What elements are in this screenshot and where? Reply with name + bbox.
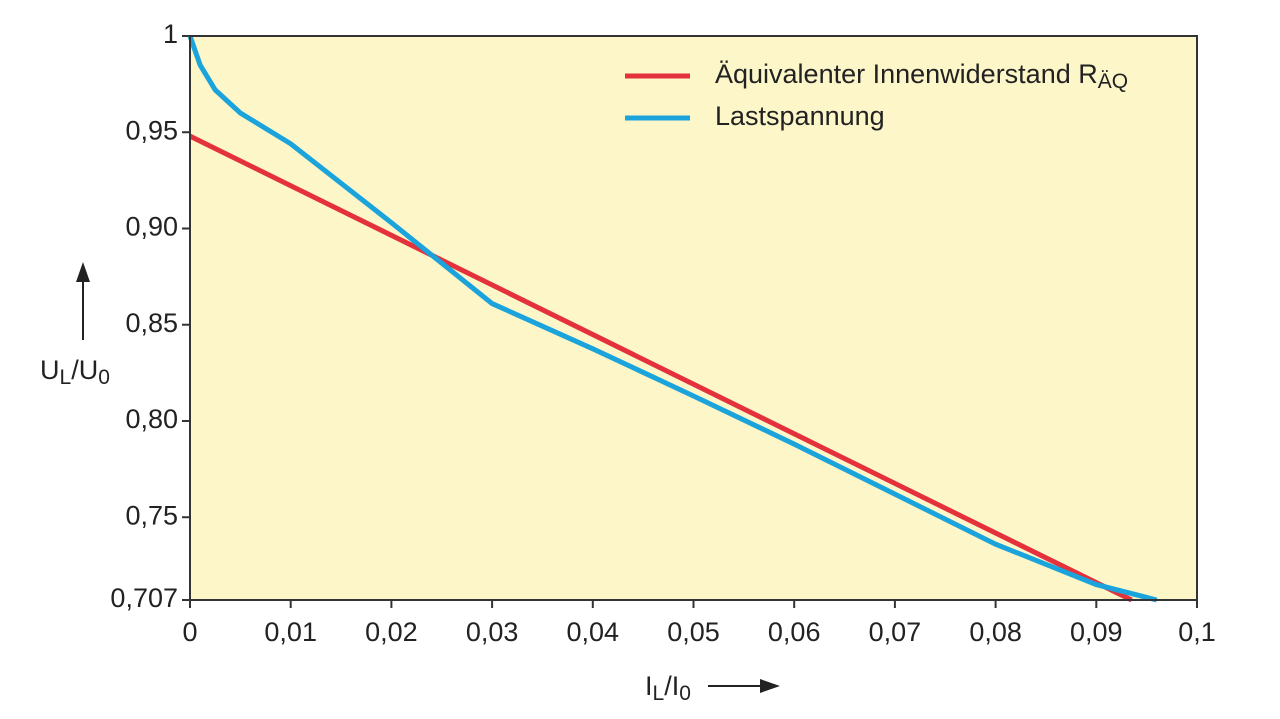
x-tick-label: 0,04 [567, 617, 620, 647]
x-tick-label: 0,07 [869, 617, 922, 647]
y-axis-label: UL/U0 [40, 355, 110, 389]
legend-label: Lastspannung [715, 101, 885, 131]
x-tick-label: 0,08 [969, 617, 1022, 647]
x-tick-label: 0,03 [466, 617, 519, 647]
y-tick-label: 0,95 [125, 115, 178, 145]
x-axis-label-part: /I [664, 671, 679, 701]
x-tick-label: 0,06 [768, 617, 821, 647]
x-axis-label: IL/I0 [645, 671, 691, 705]
y-tick-label: 0,90 [125, 212, 178, 242]
line [187, 35, 1158, 603]
y-tick-label: 0,707 [110, 583, 178, 613]
x-axis-label-part: I [645, 671, 653, 701]
x-tick-label: 0,02 [365, 617, 418, 647]
x-tick-label: 0,05 [667, 617, 720, 647]
y-tick-label: 0,75 [125, 500, 178, 530]
plot-area [190, 36, 1197, 600]
y-axis-label-sub: L [60, 366, 72, 389]
y-arrow-head [76, 262, 90, 282]
x-axis-label-sub: 0 [679, 682, 691, 705]
x-tick-label: 0,1 [1178, 617, 1216, 647]
y-axis-label-part: U [40, 355, 60, 385]
x-tick-label: 0,01 [264, 617, 317, 647]
x-tick-label: 0 [182, 617, 197, 647]
plot-frame [189, 35, 1198, 601]
y-tick-label: 0,80 [125, 404, 178, 434]
line [188, 133, 1133, 603]
y-axis-label-part: /U [71, 355, 98, 385]
x-tick-label: 0,09 [1070, 617, 1123, 647]
y-tick-label: 1 [163, 19, 178, 49]
x-axis-label-sub: L [653, 682, 665, 705]
legend-name: Lastspannung [715, 101, 885, 131]
legend-name-sub: ÄQ [1098, 70, 1128, 93]
y-tick-label: 0,85 [125, 308, 178, 338]
y-axis-label-sub: 0 [98, 366, 110, 389]
legend-label: Äquivalenter Innenwiderstand RÄQ [715, 59, 1128, 93]
x-arrow-head [760, 679, 780, 693]
legend-name: Äquivalenter Innenwiderstand R [715, 59, 1098, 89]
